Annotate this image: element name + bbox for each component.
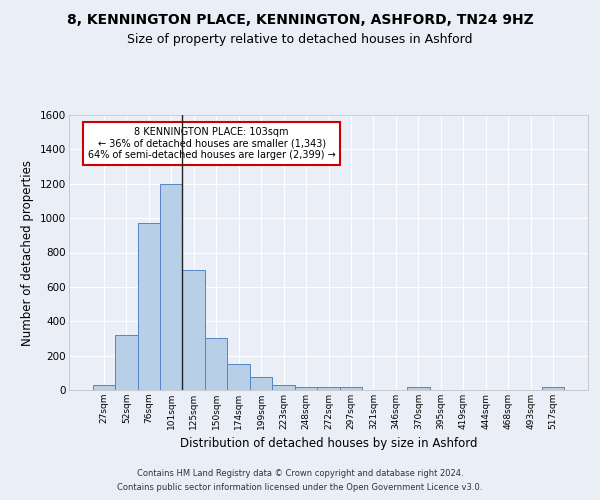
Bar (250, 377, 272, 390)
Bar (317, 388, 340, 390)
Text: 8 KENNINGTON PLACE: 103sqm
← 36% of detached houses are smaller (1,343)
64% of s: 8 KENNINGTON PLACE: 103sqm ← 36% of deta… (88, 127, 335, 160)
X-axis label: Distribution of detached houses by size in Ashford: Distribution of detached houses by size … (180, 438, 477, 450)
Bar (92, 385, 115, 390)
Text: Contains public sector information licensed under the Open Government Licence v3: Contains public sector information licen… (118, 484, 482, 492)
Bar (407, 388, 430, 390)
Bar (542, 388, 565, 390)
Bar (272, 385, 295, 390)
Bar (295, 386, 317, 390)
Bar (340, 388, 362, 390)
Text: Size of property relative to detached houses in Ashford: Size of property relative to detached ho… (127, 32, 473, 46)
Bar (115, 335, 137, 390)
Text: 8, KENNINGTON PLACE, KENNINGTON, ASHFORD, TN24 9HZ: 8, KENNINGTON PLACE, KENNINGTON, ASHFORD… (67, 12, 533, 26)
Bar (160, 184, 182, 390)
Bar (182, 270, 205, 390)
Bar (205, 338, 227, 390)
Text: Contains HM Land Registry data © Crown copyright and database right 2024.: Contains HM Land Registry data © Crown c… (137, 468, 463, 477)
Bar (137, 224, 160, 390)
Bar (227, 364, 250, 390)
Y-axis label: Number of detached properties: Number of detached properties (22, 160, 34, 346)
